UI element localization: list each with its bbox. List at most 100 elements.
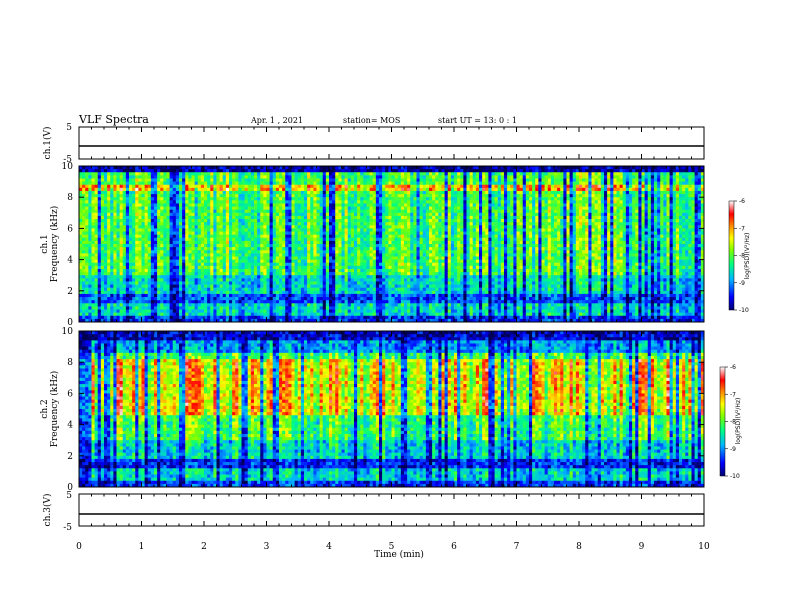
- spectrogram-cell: [260, 181, 264, 186]
- spectrogram-cell: [138, 190, 143, 195]
- spectrogram-cell: [132, 215, 136, 220]
- spectrogram-cell: [125, 315, 130, 320]
- spectrogram-cell: [122, 247, 127, 251]
- spectrogram-cell: [175, 262, 180, 267]
- spectrogram-cell: [363, 194, 368, 198]
- spectrogram-cell: [100, 225, 105, 229]
- spectrogram-cell: [263, 194, 268, 198]
- spectrogram-cell: [154, 175, 158, 180]
- spectrogram-cell: [135, 172, 139, 176]
- spectrogram-cell: [341, 306, 346, 311]
- spectrogram-cell: [247, 197, 252, 201]
- spectrogram-cell: [350, 206, 355, 211]
- spectrogram-cell: [235, 225, 239, 229]
- spectrogram-cell: [219, 247, 224, 251]
- spectrogram-cell: [279, 312, 283, 317]
- spectrogram-cell: [163, 315, 168, 320]
- spectrogram-cell: [188, 309, 193, 314]
- spectrogram-cell: [372, 228, 377, 233]
- spectrogram-cell: [360, 166, 364, 170]
- spectrogram-cell: [188, 166, 193, 170]
- spectrogram-cell: [97, 306, 102, 311]
- spectrogram-cell: [179, 190, 183, 195]
- spectrogram-cell: [194, 247, 199, 251]
- spectrogram-cell: [304, 303, 308, 307]
- spectrogram-cell: [257, 318, 261, 322]
- spectrogram-cell: [329, 300, 333, 304]
- spectrogram-cell: [241, 303, 246, 307]
- spectrogram-cell: [372, 262, 377, 267]
- spectrogram-cell: [107, 262, 111, 267]
- spectrogram-cell: [97, 206, 102, 211]
- spectrogram-cell: [219, 209, 224, 214]
- spectrogram-cell: [200, 293, 205, 298]
- spectrogram-cell: [216, 225, 221, 229]
- spectrogram-cell: [116, 297, 121, 301]
- spectrogram-cell: [125, 203, 130, 208]
- spectrogram-cell: [129, 197, 133, 201]
- spectrogram-cell: [341, 262, 346, 267]
- spectrogram-cell: [100, 287, 105, 292]
- spectrogram-cell: [285, 200, 289, 205]
- spectrogram-cell: [250, 175, 255, 180]
- spectrogram-cell: [150, 184, 155, 189]
- spectrogram-cell: [241, 293, 246, 298]
- spectrogram-cell: [91, 175, 96, 180]
- spectrogram-cell: [229, 178, 233, 183]
- spectrogram-cell: [338, 206, 343, 211]
- spectrogram-cell: [313, 225, 318, 229]
- spectrogram-cell: [97, 231, 102, 236]
- spectrogram-cell: [229, 240, 233, 245]
- spectrogram-cell: [169, 293, 174, 298]
- spectrogram-cell: [291, 272, 296, 276]
- spectrogram-cell: [288, 300, 293, 304]
- spectrogram-cell: [257, 244, 261, 248]
- spectrogram-cell: [188, 250, 193, 254]
- spectrogram-cell: [282, 287, 286, 292]
- spectrogram-cell: [210, 172, 214, 176]
- spectrogram-cell: [291, 172, 296, 176]
- spectrogram-cell: [272, 272, 277, 276]
- spectrogram-cell: [141, 290, 146, 295]
- spectrogram-cell: [119, 219, 124, 223]
- spectrogram-cell: [366, 256, 371, 261]
- spectrogram-cell: [341, 256, 346, 261]
- spectrogram-cell: [344, 237, 349, 242]
- spectrogram-cell: [363, 169, 368, 173]
- spectrogram-cell: [294, 278, 299, 283]
- spectrogram-cell: [360, 209, 364, 214]
- spectrogram-cell: [260, 256, 264, 261]
- spectrogram-cell: [247, 303, 252, 307]
- spectrogram-cell: [225, 228, 230, 233]
- spectrogram-cell: [122, 206, 127, 211]
- spectrogram-cell: [213, 256, 218, 261]
- spectrogram-cell: [304, 166, 308, 170]
- spectrogram-cell: [225, 212, 230, 217]
- spectrogram-cell: [288, 225, 293, 229]
- spectrogram-cell: [375, 228, 380, 233]
- spectrogram-cell: [304, 231, 308, 236]
- spectrogram-cell: [185, 244, 189, 248]
- spectrogram-cell: [282, 318, 286, 322]
- spectrogram-cell: [272, 175, 277, 180]
- spectrogram-cell: [300, 209, 305, 214]
- spectrogram-cell: [329, 303, 333, 307]
- spectrogram-cell: [366, 303, 371, 307]
- spectrogram-cell: [266, 293, 271, 298]
- spectrogram-cell: [107, 244, 111, 248]
- spectrogram-cell: [129, 275, 133, 279]
- spectrogram-cell: [322, 175, 327, 180]
- spectrogram-cell: [244, 290, 249, 295]
- spectrogram-cell: [200, 278, 205, 283]
- spectrogram-cell: [291, 265, 296, 270]
- spectrogram-cell: [260, 300, 264, 304]
- spectrogram-cell: [163, 237, 168, 242]
- spectrogram-cell: [310, 175, 314, 180]
- spectrogram-cell: [138, 281, 143, 286]
- spectrogram-cell: [235, 172, 239, 176]
- spectrogram-cell: [175, 290, 180, 295]
- spectrogram-cell: [191, 244, 196, 248]
- spectrogram-cell: [247, 234, 252, 239]
- spectrogram-cell: [113, 200, 118, 205]
- spectrogram-cell: [172, 306, 177, 311]
